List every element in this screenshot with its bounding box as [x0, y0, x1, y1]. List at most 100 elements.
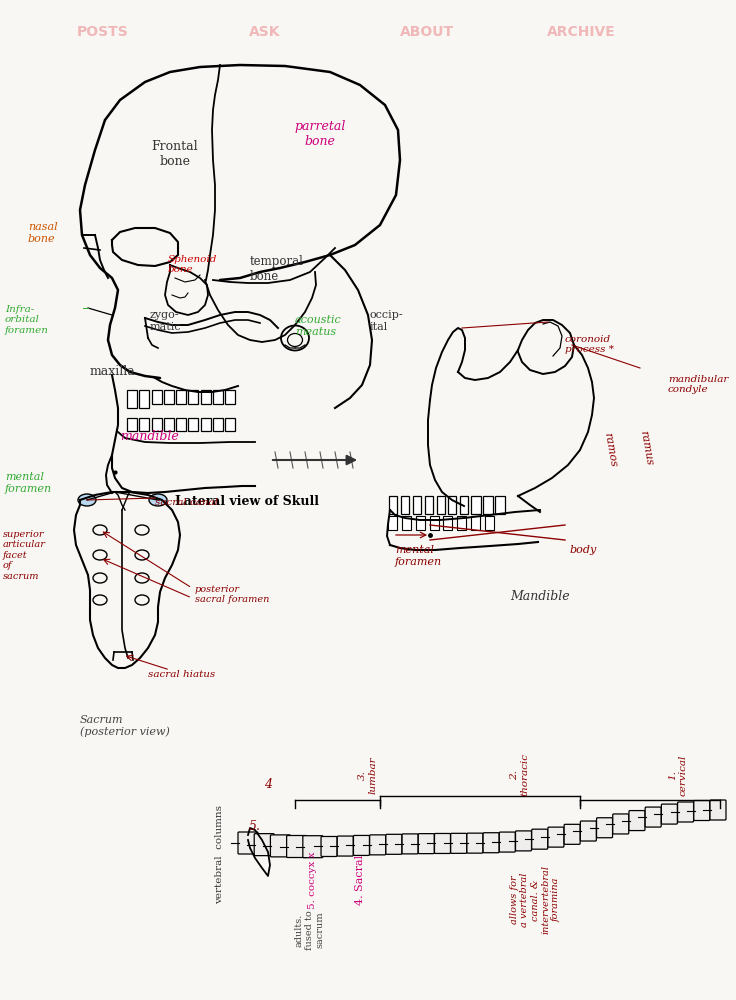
FancyBboxPatch shape: [321, 836, 337, 856]
FancyBboxPatch shape: [353, 835, 369, 855]
FancyBboxPatch shape: [386, 834, 402, 854]
Bar: [163, 418, 174, 431]
FancyBboxPatch shape: [515, 831, 531, 851]
Bar: [436, 496, 445, 514]
Text: mandibular
condyle: mandibular condyle: [668, 375, 729, 394]
Bar: [388, 516, 397, 530]
FancyBboxPatch shape: [402, 834, 418, 854]
FancyBboxPatch shape: [678, 802, 693, 822]
FancyBboxPatch shape: [581, 821, 596, 841]
Bar: [163, 390, 174, 404]
Ellipse shape: [149, 494, 167, 506]
FancyBboxPatch shape: [499, 832, 515, 852]
Bar: [471, 496, 481, 514]
Bar: [152, 418, 161, 431]
Bar: [402, 516, 411, 530]
Text: POSTS: POSTS: [77, 25, 129, 39]
Text: vertebral  columns: vertebral columns: [215, 806, 224, 904]
Bar: [457, 516, 467, 530]
FancyBboxPatch shape: [694, 801, 710, 821]
Text: mandible: mandible: [120, 430, 179, 443]
FancyBboxPatch shape: [467, 833, 483, 853]
FancyBboxPatch shape: [613, 814, 629, 834]
Bar: [448, 496, 456, 514]
Text: 4. Sacral: 4. Sacral: [355, 855, 365, 905]
Text: 5. coccyx x: 5. coccyx x: [308, 851, 317, 909]
FancyBboxPatch shape: [238, 832, 258, 854]
FancyBboxPatch shape: [597, 818, 612, 838]
Bar: [485, 516, 494, 530]
Text: 5.: 5.: [249, 820, 261, 833]
Bar: [483, 496, 493, 514]
Text: 3.
lumbar: 3. lumbar: [358, 756, 378, 794]
Text: ramos: ramos: [602, 432, 618, 468]
Text: Sacrum
(posterior view): Sacrum (posterior view): [80, 715, 170, 737]
Bar: [225, 390, 235, 404]
Text: adults.
fused to
sacrum: adults. fused to sacrum: [295, 910, 325, 950]
Text: Frontal
bone: Frontal bone: [152, 140, 198, 168]
Text: zygo-
matic: zygo- matic: [150, 310, 182, 332]
Text: 2.
thoracic: 2. thoracic: [510, 754, 529, 796]
FancyBboxPatch shape: [286, 836, 307, 858]
Bar: [225, 418, 235, 431]
Text: ARCHIVE: ARCHIVE: [547, 25, 616, 39]
Bar: [139, 390, 149, 408]
Text: nasal
bone: nasal bone: [28, 222, 57, 244]
FancyBboxPatch shape: [418, 834, 434, 854]
FancyBboxPatch shape: [710, 800, 726, 820]
Bar: [495, 496, 505, 514]
FancyBboxPatch shape: [270, 835, 291, 857]
Text: Sphenoid
bone: Sphenoid bone: [168, 255, 217, 274]
Text: superior
articular
facet
of
sacrum: superior articular facet of sacrum: [3, 530, 46, 581]
Bar: [200, 418, 210, 431]
Text: Lateral view of Skull: Lateral view of Skull: [175, 495, 319, 508]
Bar: [471, 516, 480, 530]
Text: coronoid
process *: coronoid process *: [565, 335, 614, 354]
Text: allows for
a vertebral
canal. &
intervertebral
foramina: allows for a vertebral canal. & interver…: [510, 865, 561, 934]
FancyBboxPatch shape: [564, 824, 580, 844]
Text: occip-
ital: occip- ital: [370, 310, 403, 332]
Text: posterior
sacral foramen: posterior sacral foramen: [195, 585, 269, 604]
Bar: [127, 418, 137, 431]
Text: body: body: [570, 545, 597, 555]
Bar: [416, 516, 425, 530]
Text: parretal
bone: parretal bone: [294, 120, 346, 148]
Bar: [425, 496, 433, 514]
Text: mental
foramen: mental foramen: [5, 472, 52, 494]
FancyBboxPatch shape: [531, 829, 548, 849]
FancyBboxPatch shape: [645, 807, 661, 827]
Text: ASK: ASK: [250, 25, 280, 39]
FancyBboxPatch shape: [302, 836, 323, 858]
Bar: [430, 516, 439, 530]
Text: mental
foramen: mental foramen: [395, 545, 442, 567]
Bar: [176, 418, 186, 431]
Text: 4: 4: [264, 778, 272, 791]
Bar: [389, 496, 397, 514]
Text: acoustic
meatus: acoustic meatus: [295, 315, 342, 337]
Ellipse shape: [78, 494, 96, 506]
Text: ABOUT: ABOUT: [400, 25, 454, 39]
FancyBboxPatch shape: [662, 804, 677, 824]
Text: Mandible: Mandible: [510, 590, 570, 603]
Text: maxilla: maxilla: [90, 365, 135, 378]
Bar: [213, 390, 223, 404]
Text: temporal
bone: temporal bone: [250, 255, 304, 283]
Text: ramus: ramus: [638, 430, 654, 467]
Bar: [188, 390, 198, 404]
FancyBboxPatch shape: [483, 833, 499, 853]
Text: 1.
cervical: 1. cervical: [668, 754, 687, 796]
Bar: [443, 516, 453, 530]
FancyBboxPatch shape: [548, 827, 564, 847]
FancyBboxPatch shape: [629, 811, 645, 831]
FancyBboxPatch shape: [434, 833, 450, 853]
Bar: [152, 390, 161, 404]
Text: Infra-
orbital
foramen: Infra- orbital foramen: [5, 305, 49, 335]
Bar: [139, 418, 149, 431]
Bar: [188, 418, 198, 431]
Text: sacral hiatus: sacral hiatus: [148, 670, 215, 679]
Text: sacral canal: sacral canal: [155, 498, 218, 507]
FancyBboxPatch shape: [450, 833, 467, 853]
Bar: [213, 418, 223, 431]
Bar: [460, 496, 468, 514]
FancyBboxPatch shape: [337, 836, 353, 856]
